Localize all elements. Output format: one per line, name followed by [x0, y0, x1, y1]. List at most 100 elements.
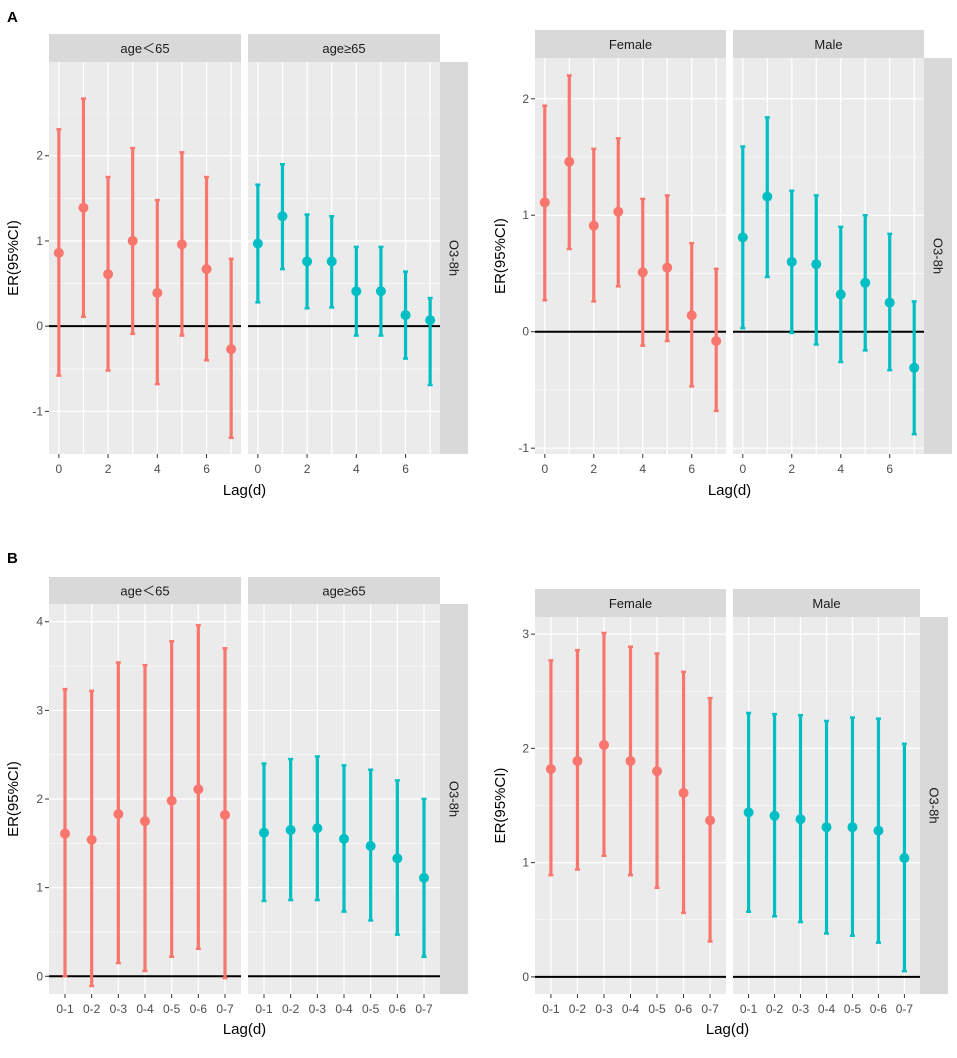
y-tick-label: 0: [36, 319, 43, 333]
y-tick-label: -1: [32, 404, 43, 418]
x-tick-label: 0-6: [870, 1002, 888, 1016]
point-estimate-1: [564, 156, 575, 167]
facet-strip-label: age≥65: [322, 584, 365, 599]
y-tick-label: 3: [522, 627, 529, 641]
x-tick-label: 0-2: [282, 1002, 300, 1016]
point-estimate-2: [103, 269, 114, 280]
point-estimate-6: [220, 809, 230, 820]
y-tick-label: 0: [522, 325, 529, 339]
x-tick-label: 0-4: [622, 1002, 640, 1016]
point-estimate-4: [835, 289, 846, 300]
x-tick-label: 0-3: [110, 1002, 128, 1016]
x-tick-label: 2: [590, 462, 597, 476]
point-estimate-5: [873, 825, 884, 836]
point-estimate-0: [259, 827, 269, 838]
point-estimate-3: [326, 256, 337, 267]
point-estimate-1: [277, 211, 288, 222]
right-strip: [924, 58, 952, 454]
point-estimate-1: [78, 202, 89, 213]
point-estimate-5: [193, 784, 204, 795]
y-tick-label: -1: [518, 441, 529, 455]
point-estimate-6: [899, 853, 910, 864]
x-tick-label: 4: [353, 462, 360, 476]
point-estimate-1: [762, 191, 773, 202]
x-tick-label: 0-7: [896, 1002, 914, 1016]
x-tick-label: 0-3: [309, 1002, 327, 1016]
point-estimate-3: [127, 235, 138, 246]
x-tick-label: 2: [105, 462, 112, 476]
x-tick-label: 0-4: [335, 1002, 353, 1016]
point-estimate-5: [392, 853, 403, 864]
point-estimate-6: [201, 264, 212, 275]
right-strip: [920, 617, 948, 994]
point-estimate-6: [400, 310, 411, 321]
point-estimate-7: [909, 362, 920, 373]
facet-strip: [535, 589, 726, 617]
point-estimate-1: [769, 810, 780, 821]
point-estimate-3: [811, 259, 822, 270]
y-tick-label: 0: [522, 970, 529, 984]
y-tick-label: 2: [522, 741, 529, 755]
right-strip: [440, 62, 468, 454]
x-tick-label: 0-2: [83, 1002, 101, 1016]
facet-strip: [733, 589, 920, 617]
facet-B-age-0: age＜65 0-1 0-2 0-3 0-4 0-5 0-6 0-7: [49, 577, 241, 1016]
facet-strip: [49, 577, 241, 604]
point-estimate-3: [821, 822, 832, 833]
facet-B-sex-0: Female 0-1 0-2 0-3 0-4 0-5 0-6 0-7: [535, 589, 726, 1016]
x-tick-label: 0-3: [595, 1002, 613, 1016]
y-tick-label: 1: [36, 234, 43, 248]
facet-strip-label: Male: [812, 596, 840, 611]
x-tick-label: 0-7: [701, 1002, 719, 1016]
x-axis-title: Lag(d): [223, 482, 266, 499]
panel-label-b: B: [7, 550, 18, 567]
y-tick-label: 1: [36, 881, 43, 895]
chart-A-sex: Female 0 2 4 6 Male 0 2 4 6 O3-8h -1 0 1 2 ER(95%CI) Lag…: [492, 30, 952, 499]
x-axis-title: Lag(d): [706, 1021, 749, 1038]
point-estimate-4: [847, 822, 858, 833]
point-estimate-0: [743, 807, 754, 818]
y-axis-title: ER(95%CI): [492, 218, 509, 294]
point-estimate-5: [860, 277, 871, 288]
y-tick-label: 2: [36, 792, 43, 806]
x-tick-label: 0-5: [362, 1002, 380, 1016]
x-tick-label: 0-5: [844, 1002, 862, 1016]
x-tick-label: 2: [304, 462, 311, 476]
point-estimate-5: [176, 239, 187, 250]
y-tick-label: 2: [36, 149, 43, 163]
facet-strip-label: Male: [814, 37, 842, 52]
point-estimate-6: [686, 310, 697, 321]
panel-background: [49, 62, 241, 454]
x-tick-label: 0: [56, 462, 63, 476]
y-tick-label: 2: [522, 92, 529, 106]
facet-A-age-0: age＜65 0 2 4 6: [49, 34, 241, 476]
point-estimate-1: [86, 834, 97, 845]
facet-strip-label: age＜65: [120, 584, 169, 599]
x-tick-label: 0-5: [163, 1002, 181, 1016]
facet-strip-label: age≥65: [322, 41, 365, 56]
point-estimate-0: [737, 232, 748, 243]
point-estimate-4: [637, 267, 648, 278]
x-axis-title: Lag(d): [223, 1021, 266, 1038]
right-strip-label: O3-8h: [447, 240, 462, 276]
y-axis-title: ER(95%CI): [5, 220, 22, 296]
point-estimate-0: [252, 238, 263, 249]
facet-B-sex-1: Male 0-1 0-2 0-3 0-4 0-5 0-6 0-7: [733, 589, 920, 1016]
point-estimate-3: [613, 206, 624, 217]
panel-background: [733, 58, 924, 454]
point-estimate-7: [711, 336, 722, 347]
point-estimate-0: [539, 197, 550, 208]
x-tick-label: 4: [639, 462, 646, 476]
x-tick-label: 0: [739, 462, 746, 476]
x-tick-label: 4: [837, 462, 844, 476]
point-estimate-7: [226, 344, 237, 355]
point-estimate-2: [302, 256, 313, 267]
point-estimate-2: [786, 256, 797, 267]
point-estimate-2: [598, 739, 609, 750]
point-estimate-3: [339, 833, 349, 844]
x-tick-label: 0-1: [740, 1002, 758, 1016]
chart-B-age: age＜65 0-1 0-2 0-3 0-4 0-5 0-6 0-7 age≥65 0-1 0-2 0…: [5, 577, 468, 1038]
x-tick-label: 0-4: [136, 1002, 154, 1016]
right-strip-label: O3-8h: [447, 781, 462, 817]
x-tick-label: 0-1: [255, 1002, 273, 1016]
